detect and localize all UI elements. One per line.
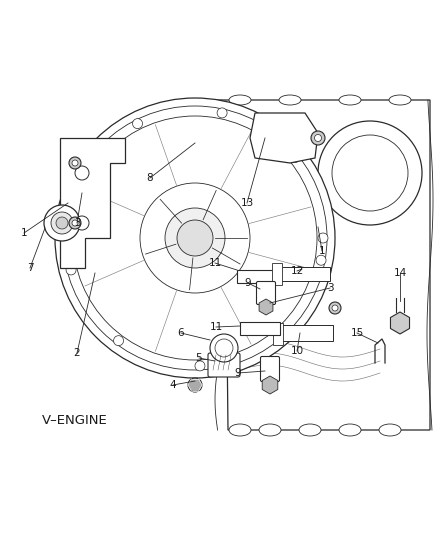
Text: V–ENGINE: V–ENGINE (42, 414, 108, 426)
Circle shape (316, 255, 326, 265)
Text: 1: 1 (21, 228, 27, 238)
Circle shape (72, 160, 78, 166)
Circle shape (274, 329, 284, 340)
Circle shape (195, 361, 205, 371)
Circle shape (133, 119, 142, 128)
Circle shape (314, 134, 321, 141)
Circle shape (74, 180, 84, 190)
Ellipse shape (339, 95, 361, 105)
Ellipse shape (299, 424, 321, 436)
Circle shape (75, 166, 89, 180)
Circle shape (332, 305, 338, 311)
Polygon shape (250, 113, 318, 163)
Circle shape (311, 131, 325, 145)
Bar (237, 270, 277, 283)
Ellipse shape (389, 95, 411, 105)
Text: 4: 4 (170, 380, 177, 390)
Polygon shape (60, 138, 125, 268)
Ellipse shape (229, 424, 251, 436)
Bar (278, 325, 333, 341)
Circle shape (188, 378, 202, 392)
Text: 3: 3 (327, 283, 333, 293)
Text: 9: 9 (235, 368, 241, 378)
Circle shape (290, 152, 300, 163)
FancyBboxPatch shape (261, 357, 279, 382)
Text: 8: 8 (147, 173, 153, 183)
Circle shape (69, 157, 81, 169)
Circle shape (66, 265, 76, 275)
Text: 13: 13 (240, 198, 254, 208)
Text: 1: 1 (319, 246, 325, 256)
Text: 11: 11 (209, 322, 223, 332)
Circle shape (332, 135, 408, 211)
Circle shape (69, 217, 81, 229)
Circle shape (113, 336, 124, 346)
Circle shape (215, 339, 233, 357)
Polygon shape (215, 100, 430, 430)
FancyBboxPatch shape (257, 281, 276, 304)
Text: 10: 10 (290, 346, 304, 356)
Text: 6: 6 (178, 328, 184, 338)
Circle shape (51, 212, 73, 234)
Circle shape (44, 205, 80, 241)
FancyBboxPatch shape (208, 353, 240, 377)
Text: 7: 7 (27, 263, 33, 273)
Ellipse shape (279, 95, 301, 105)
Circle shape (177, 220, 213, 256)
Circle shape (72, 220, 78, 226)
Text: 15: 15 (350, 328, 364, 338)
Text: 9: 9 (245, 278, 251, 288)
Circle shape (73, 116, 317, 360)
Circle shape (318, 233, 328, 243)
Bar (273, 323, 283, 345)
Ellipse shape (339, 424, 361, 436)
Ellipse shape (229, 95, 251, 105)
Text: 5: 5 (196, 353, 202, 363)
Circle shape (140, 183, 250, 293)
Circle shape (55, 98, 335, 378)
Circle shape (217, 108, 227, 118)
Ellipse shape (259, 424, 281, 436)
Circle shape (75, 216, 89, 230)
Bar (272, 263, 282, 285)
Bar (240, 322, 280, 335)
Ellipse shape (379, 424, 401, 436)
Text: 14: 14 (393, 268, 406, 278)
Bar (275, 267, 330, 281)
Text: 11: 11 (208, 258, 222, 268)
Circle shape (318, 121, 422, 225)
Text: 2: 2 (74, 348, 80, 358)
Text: 3: 3 (74, 218, 80, 228)
Text: 12: 12 (290, 266, 304, 276)
Circle shape (63, 106, 327, 370)
Circle shape (329, 302, 341, 314)
Circle shape (165, 208, 225, 268)
Circle shape (210, 334, 238, 362)
Circle shape (56, 217, 68, 229)
